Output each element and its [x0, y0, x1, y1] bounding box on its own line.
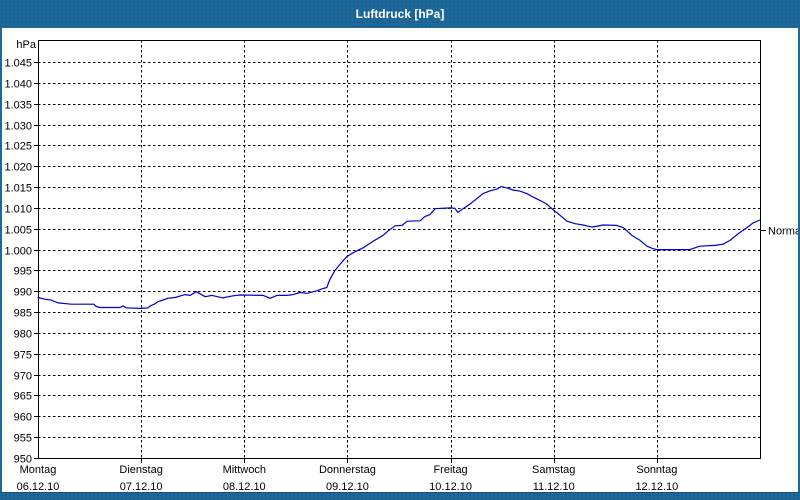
x-axis-day-label: Donnerstag — [319, 464, 376, 476]
y-axis-label: 955 — [14, 433, 32, 445]
window-bottom-bar — [0, 492, 800, 500]
y-axis-label: 995 — [14, 266, 32, 278]
y-axis-label: 975 — [14, 350, 32, 362]
x-axis-date-label: 07.12.10 — [120, 481, 163, 493]
x-axis-day-label: Samstag — [532, 464, 575, 476]
x-axis-day-label: Montag — [20, 464, 57, 476]
y-axis-label: 1.035 — [4, 100, 32, 112]
y-axis-label: 990 — [14, 287, 32, 299]
y-axis-label: 950 — [14, 454, 32, 466]
y-axis-label: 1.025 — [4, 141, 32, 153]
window-title: Luftdruck [hPa] — [355, 7, 445, 21]
y-axis-label: 1.015 — [4, 183, 32, 195]
y-axis-label: 985 — [14, 308, 32, 320]
y-axis-label: 1.020 — [4, 162, 32, 174]
x-axis-day-label: Mittwoch — [223, 464, 266, 476]
x-axis-day-label: Sonntag — [636, 464, 677, 476]
plot-border — [38, 40, 761, 459]
y-axis-label: 970 — [14, 371, 32, 383]
y-axis-label: 965 — [14, 391, 32, 403]
x-axis-date-label: 12.12.10 — [635, 481, 678, 493]
x-axis-date-label: 09.12.10 — [326, 481, 369, 493]
x-axis-day-label: Freitag — [433, 464, 467, 476]
y-axis-label: 1.010 — [4, 204, 32, 216]
y-axis-label: 1.005 — [4, 225, 32, 237]
x-axis-date-label: 08.12.10 — [223, 481, 266, 493]
y-axis-label: 1.040 — [4, 79, 32, 91]
x-axis-date-label: 11.12.10 — [533, 481, 575, 493]
window-right-border — [798, 28, 800, 492]
y-axis-unit-label: hPa — [16, 39, 36, 51]
window-titlebar: Luftdruck [hPa] — [0, 0, 800, 28]
x-axis-date-label: 10.12.10 — [429, 481, 472, 493]
y-axis-label: 960 — [14, 412, 32, 424]
pressure-series-line — [37, 186, 761, 309]
window-left-border — [0, 28, 2, 492]
y-axis-label: 1.000 — [4, 246, 32, 258]
y-axis-label: 1.045 — [4, 58, 32, 70]
y-axis-label: 1.030 — [4, 121, 32, 133]
x-axis-date-label: 06.12.10 — [17, 481, 60, 493]
y-axis-label: 980 — [14, 329, 32, 341]
x-axis-day-label: Dienstag — [119, 464, 162, 476]
normal-marker-label: Normal — [768, 225, 800, 237]
